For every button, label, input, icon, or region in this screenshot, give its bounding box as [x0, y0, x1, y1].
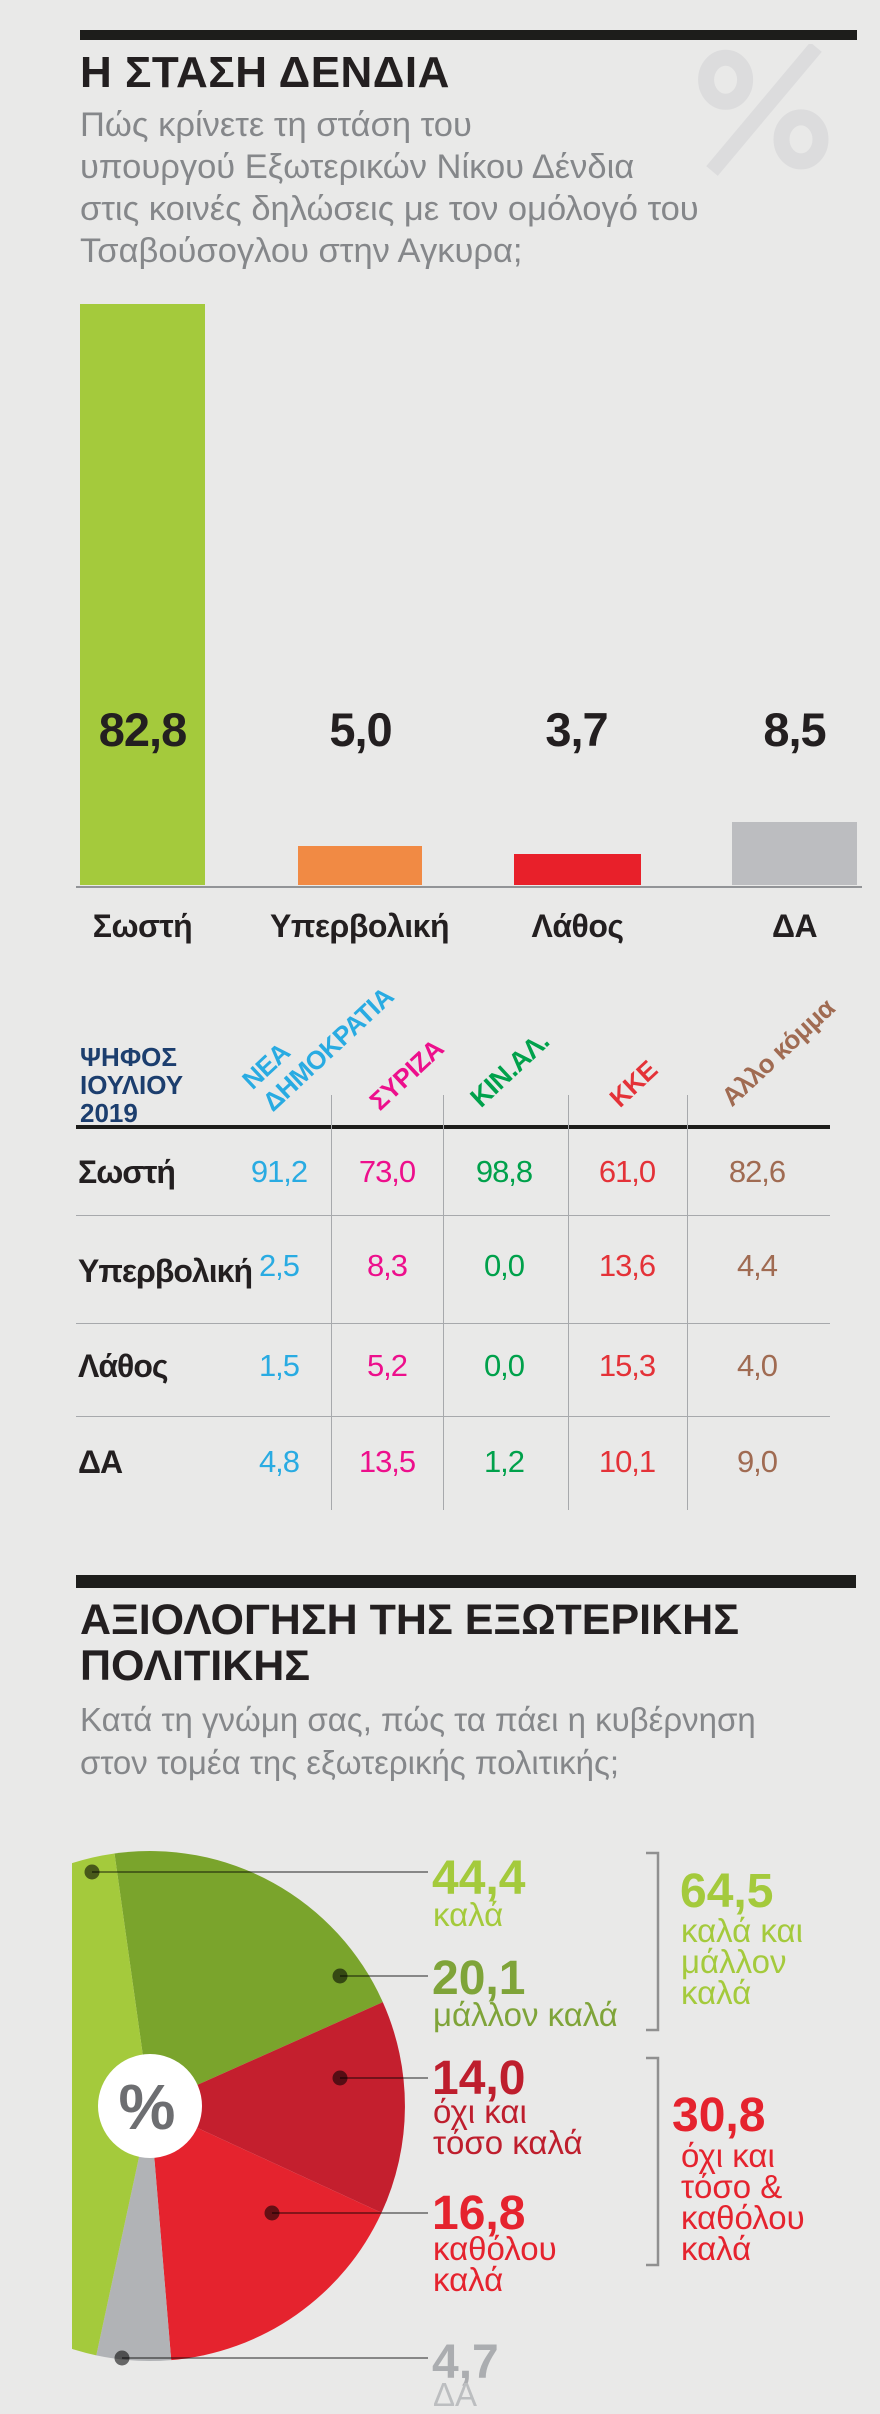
svg-text:%: % — [119, 2071, 176, 2143]
